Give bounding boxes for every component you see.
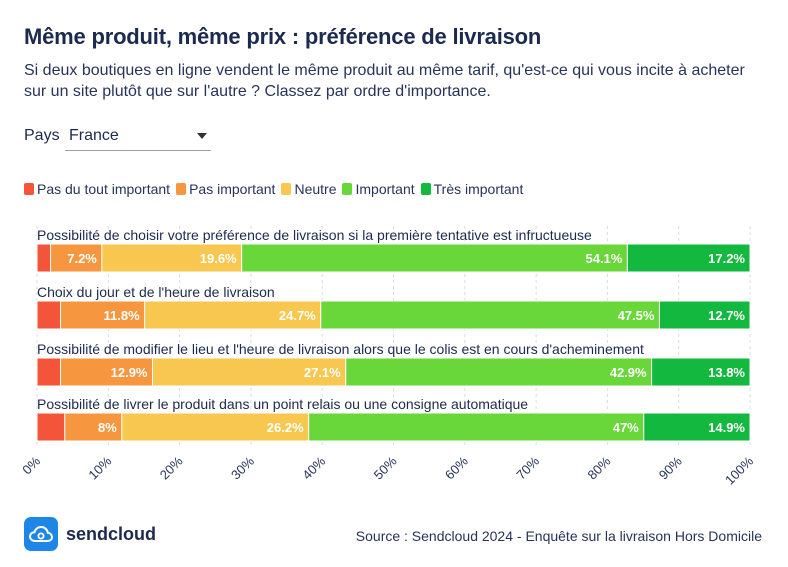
bar-segment — [241, 243, 628, 273]
category-label: Possibilité de choisir votre préférence … — [37, 227, 592, 243]
legend-item[interactable]: Neutre — [281, 181, 336, 197]
legend-item[interactable]: Pas du tout important — [24, 181, 170, 197]
bar-segment — [36, 300, 62, 330]
bar-value-label: 11.8% — [104, 308, 141, 323]
bar-segment — [626, 243, 751, 273]
bar-value-label: 47.5% — [618, 308, 655, 323]
x-tick-label: 70% — [513, 453, 542, 482]
legend-item[interactable]: Très important — [420, 181, 524, 197]
legend-label: Très important — [433, 181, 524, 197]
brand-name: sendcloud — [66, 523, 157, 544]
legend: Pas du tout important Pas important Neutre… — [24, 180, 529, 198]
chart-subtitle: Si deux boutiques en ligne vendent le mê… — [24, 62, 745, 100]
legend-item[interactable]: Pas important — [176, 181, 275, 197]
legend-label: Important — [355, 181, 415, 197]
category-label: Choix du jour et de l'heure de livraison — [37, 284, 275, 300]
x-tick-label: 60% — [442, 453, 471, 482]
legend-label: Pas du tout important — [37, 181, 171, 197]
legend-item[interactable]: Important — [342, 181, 415, 197]
bar-segment — [36, 243, 52, 273]
x-tick-label: 50% — [371, 453, 400, 482]
bar-value-label: 12.7% — [708, 308, 745, 323]
bar-value-label: 54.1% — [585, 251, 622, 266]
brand: sendcloud — [24, 517, 156, 551]
legend-swatch — [24, 183, 34, 195]
bar-segment — [60, 357, 154, 387]
bar-value-label: 47% — [613, 420, 639, 435]
category-label: Possibilité de modifier le lieu et l'heu… — [37, 341, 644, 357]
legend-swatch — [342, 183, 353, 195]
country-select-value: France — [69, 127, 119, 144]
x-tick-label: 0% — [19, 453, 43, 477]
bar-value-label: 27.1% — [304, 365, 341, 380]
bar-segment — [36, 412, 66, 442]
bar-value-label: 17.2% — [708, 251, 745, 266]
cloud-logo-icon — [24, 517, 58, 551]
legend-swatch — [420, 183, 431, 195]
x-tick-label: 90% — [656, 453, 685, 482]
x-tick-label: 20% — [157, 453, 186, 482]
bar-segment — [651, 357, 751, 387]
bar-segment — [101, 243, 243, 273]
bar-value-label: 14.9% — [708, 420, 745, 435]
bar-value-label: 12.9% — [111, 365, 148, 380]
bar-value-label: 42.9% — [610, 365, 647, 380]
category-label: Possibilité de livrer le produit dans un… — [37, 396, 528, 412]
bar-value-label: 7.2% — [67, 251, 97, 266]
country-filter-label: Pays — [24, 127, 60, 144]
bar-value-label: 13.8% — [708, 365, 745, 380]
bar-value-label: 24.7% — [279, 308, 316, 323]
legend-swatch — [281, 183, 292, 195]
x-tick-label: 10% — [85, 453, 114, 482]
bar-segment — [60, 300, 146, 330]
x-tick-label: 40% — [299, 453, 328, 482]
legend-label: Pas important — [189, 181, 276, 197]
country-select[interactable]: France — [65, 124, 211, 151]
source-note: Source : Sendcloud 2024 - Enquête sur la… — [355, 528, 762, 544]
bar-value-label: 8% — [98, 420, 117, 435]
chart-title: Même produit, même prix : préférence de … — [24, 24, 542, 49]
bar-value-label: 26.2% — [267, 420, 304, 435]
x-tick-label: 80% — [585, 453, 614, 482]
bar-segment — [643, 412, 751, 442]
bar-segment — [308, 412, 645, 442]
x-tick-label: 100% — [722, 453, 756, 487]
legend-swatch — [176, 183, 187, 195]
bar-segment — [36, 357, 62, 387]
bar-value-label: 19.6% — [200, 251, 237, 266]
x-tick-label: 30% — [228, 453, 257, 482]
bar-segment — [152, 357, 347, 387]
bar-segment — [658, 300, 751, 330]
chevron-down-icon — [197, 133, 207, 139]
bar-segment — [50, 243, 103, 273]
legend-label: Neutre — [294, 181, 337, 197]
bar-segment — [320, 300, 660, 330]
bar-segment — [345, 357, 653, 387]
stacked-bar-chart: 0% 10% 20% 30% 40% 50% 60% 70% 80% 90% 100% Possibi… — [19, 226, 756, 488]
bar-segment — [144, 300, 322, 330]
